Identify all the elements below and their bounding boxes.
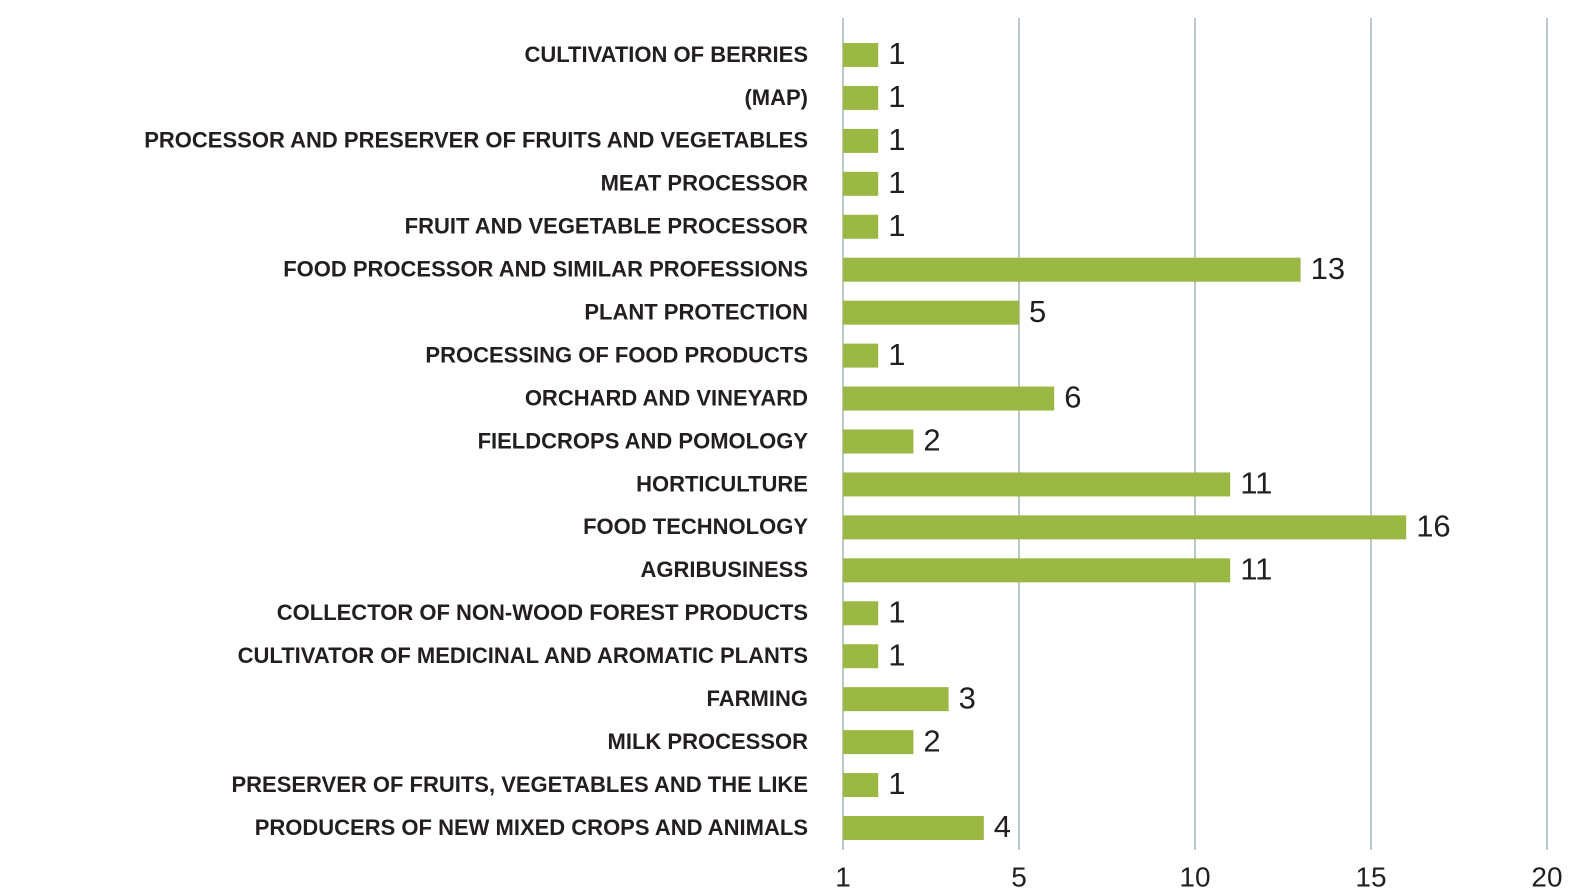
bar — [843, 515, 1407, 540]
x-tick-label: 10 — [1179, 861, 1210, 892]
value-label: 1 — [888, 165, 905, 200]
y-tick-label: AGRIBUSINESS — [641, 557, 808, 582]
value-label: 1 — [888, 637, 905, 672]
value-label: 1 — [888, 208, 905, 243]
value-label: 11 — [1240, 552, 1272, 587]
value-label: 11 — [1240, 466, 1272, 501]
bar — [843, 85, 879, 110]
value-label: 1 — [888, 594, 905, 629]
y-tick-label: HORTICULTURE — [636, 471, 808, 496]
bar — [843, 257, 1301, 282]
y-tick-label: (MAP) — [744, 85, 808, 110]
y-tick-label: FOOD PROCESSOR AND SIMILAR PROFESSIONS — [283, 257, 808, 282]
y-tick-label: FIELDCROPS AND POMOLOGY — [478, 428, 809, 453]
y-tick-label: PLANT PROTECTION — [584, 299, 808, 324]
value-label: 1 — [888, 79, 905, 114]
value-label: 16 — [1416, 509, 1450, 544]
y-tick-label: PRODUCERS OF NEW MIXED CROPS AND ANIMALS — [255, 815, 808, 840]
y-tick-label: CULTIVATOR OF MEDICINAL AND AROMATIC PLA… — [238, 643, 808, 668]
bar — [843, 687, 949, 712]
value-label: 1 — [888, 337, 905, 372]
value-label: 1 — [888, 766, 905, 801]
y-tick-label: PROCESSING OF FOOD PRODUCTS — [425, 342, 808, 367]
bar — [843, 816, 984, 840]
bar — [843, 601, 879, 626]
bar — [843, 429, 914, 454]
bar — [843, 773, 879, 798]
bar — [843, 214, 879, 239]
y-tick-label: ORCHARD AND VINEYARD — [525, 385, 808, 410]
bar — [843, 558, 1231, 583]
bar — [843, 343, 879, 368]
bar — [843, 644, 879, 669]
bar — [843, 128, 879, 153]
bar — [843, 300, 1019, 325]
value-label: 2 — [923, 423, 940, 458]
value-label: 5 — [1029, 294, 1046, 329]
value-label: 4 — [994, 809, 1011, 844]
x-tick-label: 5 — [1011, 861, 1027, 892]
value-label: 1 — [888, 122, 905, 157]
y-tick-label: COLLECTOR OF NON-WOOD FOREST PRODUCTS — [277, 600, 808, 625]
y-tick-label: MEAT PROCESSOR — [601, 171, 809, 196]
x-tick-label: 20 — [1531, 861, 1562, 892]
value-label: 2 — [923, 723, 940, 758]
value-label: 1 — [888, 36, 905, 71]
y-tick-label: MILK PROCESSOR — [608, 729, 809, 754]
x-tick-label: 1 — [835, 861, 851, 892]
x-tick-label: 15 — [1355, 861, 1386, 892]
value-label: 13 — [1311, 251, 1345, 286]
y-tick-label: FRUIT AND VEGETABLE PROCESSOR — [405, 214, 808, 239]
bar — [843, 472, 1231, 497]
y-tick-label: FARMING — [707, 686, 808, 711]
y-tick-label: PROCESSOR AND PRESERVER OF FRUITS AND VE… — [144, 128, 808, 153]
bar — [843, 43, 879, 67]
y-tick-label: CULTIVATION OF BERRIES — [524, 42, 808, 67]
bar — [843, 730, 914, 755]
value-label: 6 — [1064, 380, 1081, 415]
y-tick-label: FOOD TECHNOLOGY — [583, 514, 808, 539]
bar — [843, 171, 879, 196]
y-tick-label: PRESERVER OF FRUITS, VEGETABLES AND THE … — [231, 772, 808, 797]
bar — [843, 386, 1055, 411]
value-label: 3 — [959, 680, 976, 715]
